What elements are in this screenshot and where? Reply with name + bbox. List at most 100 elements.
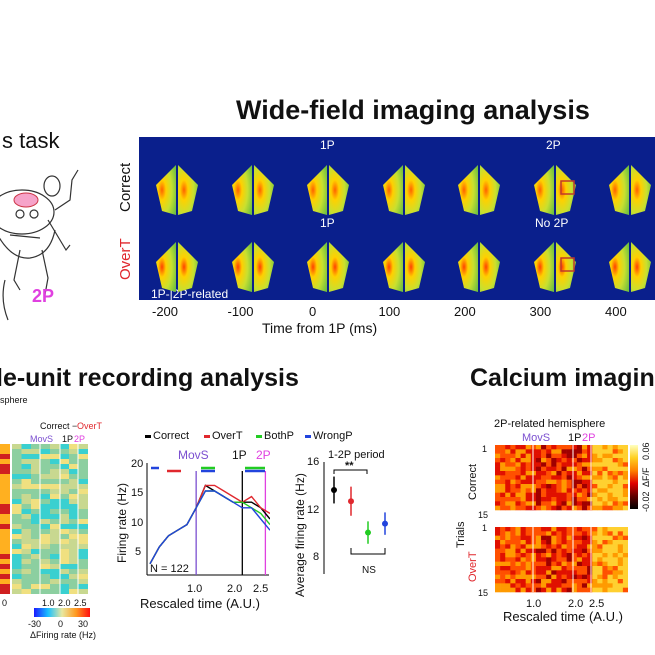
calcium-cell (520, 553, 526, 558)
calcium-cell (592, 570, 598, 575)
calcium-cell (515, 557, 521, 562)
calcium-cell (576, 479, 583, 485)
brain-thumbnail (609, 165, 651, 215)
left-heatmap-cell (21, 489, 31, 494)
calcium-cell (505, 544, 511, 549)
calcium-ytick-1b: 1 (482, 523, 488, 533)
left-heatmap-cell (50, 579, 60, 584)
left-heatmap-cell (21, 479, 31, 484)
calcium-cell (607, 531, 613, 536)
calcium-cell (617, 497, 624, 502)
calcium-cell (597, 553, 603, 558)
calcium-cell (566, 540, 573, 545)
left-heatmap-cell (21, 514, 31, 519)
left-heatmap-cell (59, 564, 69, 569)
calcium-cell (510, 540, 516, 545)
calcium-cell (566, 492, 573, 498)
left-heatmap-cell (31, 534, 41, 539)
calcium-cell (566, 579, 573, 584)
left-heatmap-cell (12, 589, 22, 594)
left-heatmap-cell (59, 484, 69, 489)
calcium-cell (556, 531, 562, 536)
calcium-ytick-15a: 15 (478, 510, 489, 520)
calcium-cell (520, 544, 526, 549)
calcium-cell (535, 527, 542, 532)
calcium-cell (581, 574, 588, 580)
calcium-cell (571, 466, 578, 472)
calcium-cell (515, 505, 521, 511)
calcium-cell (602, 557, 608, 562)
calcium-cell (495, 561, 501, 567)
widefield-tick: 400 (605, 304, 627, 319)
calcium-cell (535, 583, 542, 588)
calcium-cell (617, 574, 624, 580)
calcium-cell (495, 535, 501, 541)
calcium-cell (546, 548, 552, 554)
left-heatmap-cell (21, 529, 31, 534)
left-xtick-2: 2.0 (58, 598, 71, 608)
calcium-cell (551, 462, 557, 467)
calcium-cell (561, 566, 567, 571)
calcium-cell (541, 566, 547, 571)
calcium-cell (546, 449, 552, 454)
calcium-cell (597, 462, 603, 467)
calcium-cell (525, 535, 532, 541)
calcium-cell (515, 544, 521, 549)
calcium-cell (546, 553, 552, 558)
left-heatmap-cell (50, 544, 60, 549)
left-heatmap-cell (31, 529, 41, 534)
calcium-cell (505, 579, 511, 584)
calcium-cell (561, 570, 567, 575)
calcium-cell (530, 579, 537, 584)
calcium-cell (556, 574, 562, 580)
calcium-cell (551, 488, 557, 493)
calcium-cell (541, 501, 547, 506)
calcium-cell (551, 492, 557, 498)
calcium-cell (556, 544, 562, 549)
calcium-cell (571, 553, 578, 558)
calcium-cell (505, 501, 511, 506)
left-heatmap-cell (78, 564, 88, 569)
calcium-cell (587, 479, 593, 485)
calcium-cell (530, 531, 537, 536)
left-heatmap-cell (0, 524, 10, 529)
left-heatmap-cell (21, 454, 31, 459)
calcium-cell (566, 479, 573, 485)
left-heatmap-cell (59, 544, 69, 549)
calcium-cell (576, 505, 583, 511)
left-heatmap-cell (31, 499, 41, 504)
calcium-cell (525, 583, 532, 588)
calcium-cell (602, 548, 608, 554)
left-heatmap-cell (69, 589, 79, 594)
calcium-cell (551, 484, 557, 489)
calcium-cell (622, 497, 628, 502)
calcium-cell (525, 488, 532, 493)
calcium-cell (592, 497, 598, 502)
calcium-cell (602, 471, 608, 476)
calcium-cell (541, 458, 547, 463)
calcium-cell (510, 544, 516, 549)
left-heatmap-cell (40, 474, 50, 479)
calcium-cell (617, 462, 624, 467)
calcium-cell (566, 548, 573, 554)
left-heatmap-cell (0, 564, 10, 569)
calcium-cell (556, 566, 562, 571)
calcium-cell (495, 505, 501, 511)
calcium-cell (546, 570, 552, 575)
calcium-cell (541, 471, 547, 476)
calcium-cell (551, 566, 557, 571)
left-heatmap-cell (21, 464, 31, 469)
calcium-cell (515, 574, 521, 580)
left-heatmap-cell (31, 579, 41, 584)
calcium-cell (556, 561, 562, 567)
left-heatmap-cell (21, 504, 31, 509)
calcium-cell (602, 535, 608, 541)
calcium-cell (576, 587, 583, 593)
legend-item: WrongP (305, 430, 353, 442)
left-heatmap-cell (69, 514, 79, 519)
calcium-cell (541, 531, 547, 536)
calcium-cell (602, 561, 608, 567)
left-heatmap-cell (31, 494, 41, 499)
calcium-cell (505, 548, 511, 554)
left-heatmap-cell (12, 529, 22, 534)
